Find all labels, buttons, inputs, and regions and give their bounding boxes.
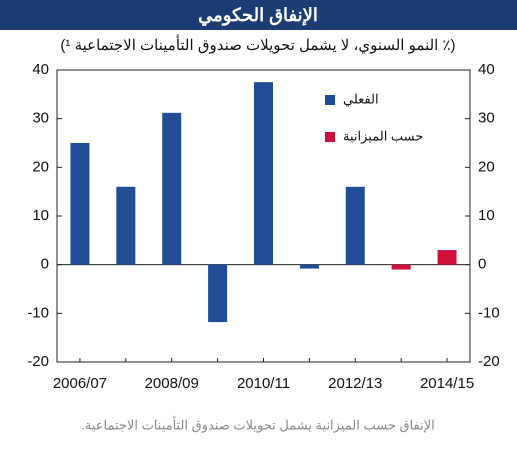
bar: [345, 186, 365, 265]
bar: [299, 264, 319, 269]
bar: [116, 186, 136, 265]
y-tick-label: 40: [32, 61, 49, 78]
legend-swatch: [325, 132, 335, 142]
y-tick-label: 20: [32, 158, 49, 175]
y-tick-label: 0: [41, 256, 49, 273]
x-tick-label: 2010/11: [237, 375, 290, 392]
y2-tick-label: 20: [478, 158, 495, 175]
y-tick-label: -20: [27, 353, 49, 370]
y2-tick-label: -20: [478, 353, 500, 370]
legend-label: الفعلي: [343, 91, 379, 106]
bar: [391, 264, 411, 270]
legend-swatch: [325, 95, 335, 105]
legend-label: حسب الميزانية: [343, 128, 423, 144]
y2-tick-label: 0: [478, 256, 486, 273]
title-banner: [0, 0, 517, 30]
x-tick-label: 2008/09: [145, 375, 199, 392]
bar: [254, 82, 273, 265]
bar: [208, 264, 228, 323]
y-tick-label: 30: [32, 110, 49, 127]
x-tick-label: 2012/13: [328, 375, 382, 392]
y-tick-label: -10: [27, 304, 49, 321]
y2-tick-label: 10: [478, 207, 495, 224]
bar: [162, 112, 182, 265]
footnote: الإنفاق حسب الميزانية يشمل تحويلات صندوق…: [81, 415, 435, 433]
bar: [437, 250, 457, 265]
y2-tick-label: 30: [478, 110, 495, 127]
chart-title: الإنفاق الحكومي: [198, 5, 318, 26]
bar: [70, 143, 90, 265]
y2-tick-label: 40: [478, 61, 495, 78]
y-tick-label: 10: [32, 207, 49, 224]
x-tick-label: 2014/15: [420, 375, 474, 392]
x-tick-label: 2006/07: [53, 375, 107, 392]
y2-tick-label: -10: [478, 304, 500, 321]
chart-subtitle: (٪ النمو السنوي، لا يشمل تحويلات صندوق ا…: [60, 35, 455, 54]
